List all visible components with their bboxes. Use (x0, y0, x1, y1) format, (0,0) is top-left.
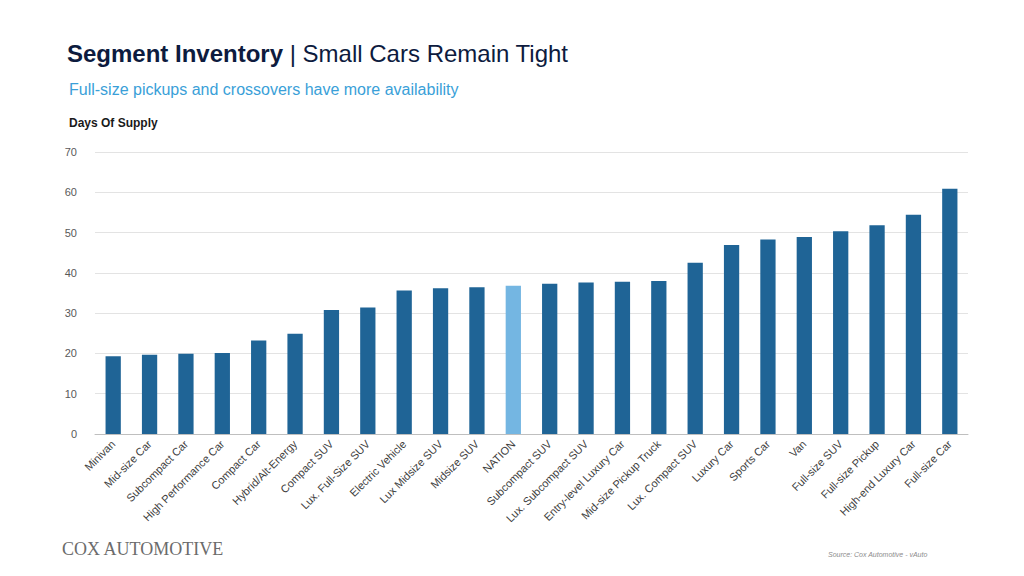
svg-text:0: 0 (71, 428, 77, 440)
svg-text:20: 20 (65, 347, 77, 359)
svg-text:High-end Luxury Car: High-end Luxury Car (837, 437, 918, 518)
svg-text:Sports Car: Sports Car (727, 438, 773, 484)
svg-text:Minivan: Minivan (82, 438, 117, 473)
svg-text:70: 70 (65, 146, 77, 158)
svg-text:30: 30 (65, 307, 77, 319)
svg-text:Full-size pickups and crossove: Full-size pickups and crossovers have mo… (69, 81, 459, 98)
svg-text:Mid-size Car: Mid-size Car (101, 437, 154, 490)
svg-text:Lux. Compact SUV: Lux. Compact SUV (625, 437, 700, 512)
svg-text:Source: Cox Automotive - vAuto: Source: Cox Automotive - vAuto (828, 551, 927, 558)
svg-text:Subcompact Car: Subcompact Car (124, 438, 191, 505)
svg-text:Subcompact SUV: Subcompact SUV (484, 437, 554, 507)
svg-text:Mid-size Pickup Truck: Mid-size Pickup Truck (579, 437, 664, 522)
svg-text:Lux. Full-Size SUV: Lux. Full-Size SUV (298, 437, 372, 511)
svg-text:Full-size Car: Full-size Car (902, 438, 954, 490)
svg-text:Entry-level Luxury Car: Entry-level Luxury Car (541, 437, 627, 524)
svg-text:Lux Midsize SUV: Lux Midsize SUV (377, 437, 445, 505)
svg-text:Compact SUV: Compact SUV (278, 437, 336, 496)
svg-text:COX AUTOMOTIVE: COX AUTOMOTIVE (62, 539, 223, 559)
svg-text:Full-size SUV: Full-size SUV (789, 437, 845, 494)
svg-text:| Small Cars Remain Tight: | Small Cars Remain Tight (290, 40, 569, 67)
svg-text:Full-size Pickup: Full-size Pickup (818, 437, 882, 501)
svg-text:Compact Car: Compact Car (208, 437, 263, 492)
svg-text:Hybrid/Alt-Energy: Hybrid/Alt-Energy (230, 437, 300, 507)
svg-text:Days Of Supply: Days Of Supply (69, 116, 158, 130)
svg-text:Electric Vehicle: Electric Vehicle (347, 437, 409, 499)
svg-text:Midsize SUV: Midsize SUV (428, 437, 481, 490)
svg-text:50: 50 (65, 227, 77, 239)
svg-text:60: 60 (65, 186, 77, 198)
svg-text:High Performance Car: High Performance Car (140, 437, 227, 524)
svg-text:Lux. Subcompact SUV: Lux. Subcompact SUV (503, 437, 591, 525)
svg-text:40: 40 (65, 267, 77, 279)
svg-text:Segment Inventory: Segment Inventory (67, 40, 290, 67)
svg-text:Luxury Car: Luxury Car (689, 437, 736, 485)
svg-text:10: 10 (65, 388, 77, 400)
svg-text:Van: Van (787, 438, 809, 460)
svg-text:NATION: NATION (480, 438, 517, 475)
